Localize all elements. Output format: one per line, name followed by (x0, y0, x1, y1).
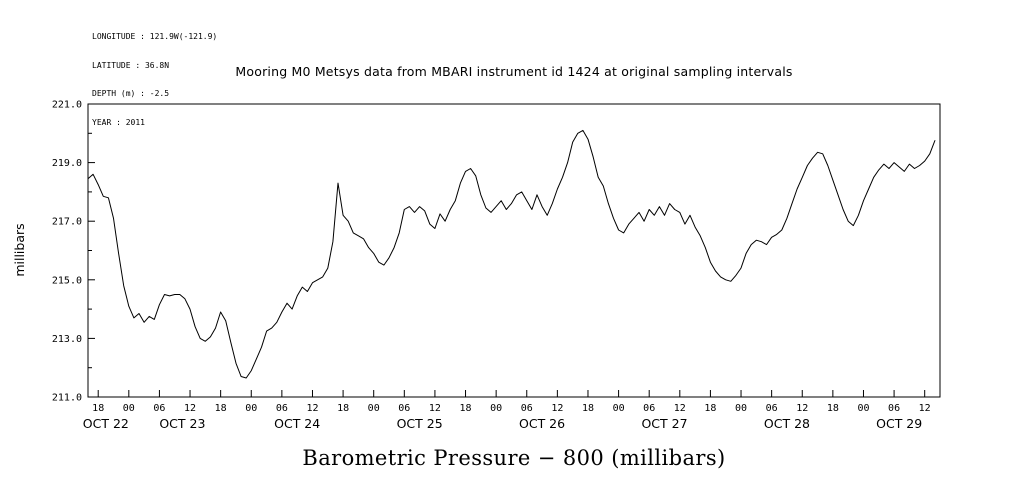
x-tick-label: 12 (919, 403, 931, 414)
metadata-block: LONGITUDE : 121.9W(-121.9) LATITUDE : 36… (92, 13, 217, 146)
x-tick-label: 12 (796, 403, 808, 414)
y-tick-label: 219.0 (52, 158, 82, 169)
x-tick-label: 18 (92, 403, 104, 414)
x-tick-label: 18 (215, 403, 227, 414)
y-tick-label: 211.0 (52, 393, 82, 404)
x-tick-label: 00 (490, 403, 502, 414)
x-day-label: OCT 28 (764, 416, 810, 431)
x-tick-label: 00 (368, 403, 380, 414)
x-tick-label: 12 (674, 403, 686, 414)
x-tick-label: 06 (643, 403, 655, 414)
pressure-line (87, 129, 936, 379)
x-tick-label: 18 (460, 403, 472, 414)
chart-title: Mooring M0 Metsys data from MBARI instru… (235, 64, 793, 79)
metadata-depth: DEPTH (m) : -2.5 (92, 89, 170, 98)
x-tick-label: 12 (551, 403, 563, 414)
x-tick-label: 06 (766, 403, 778, 414)
y-tick-label: 221.0 (52, 100, 82, 111)
x-tick-label: 00 (245, 403, 257, 414)
x-tick-label: 12 (429, 403, 441, 414)
x-day-label: OCT 22 (83, 416, 129, 431)
x-tick-label: 00 (735, 403, 747, 414)
x-day-label: OCT 26 (519, 416, 565, 431)
x-axis-title: Barometric Pressure − 800 (millibars) (302, 446, 726, 470)
x-tick-label: 18 (582, 403, 594, 414)
x-tick-label: 12 (184, 403, 196, 414)
x-day-label: OCT 24 (274, 416, 320, 431)
x-tick-label: 06 (398, 403, 410, 414)
x-tick-label: 00 (857, 403, 869, 414)
x-tick-label: 00 (123, 403, 135, 414)
x-tick-label: 06 (888, 403, 900, 414)
x-tick-label: 18 (827, 403, 839, 414)
metadata-year: YEAR : 2011 (92, 117, 145, 127)
x-day-label: OCT 25 (397, 416, 443, 431)
x-day-label: OCT 27 (641, 416, 687, 431)
x-day-label: OCT 23 (159, 416, 205, 431)
x-tick-label: 18 (337, 403, 349, 414)
x-tick-label: 06 (153, 403, 165, 414)
y-tick-label: 215.0 (52, 275, 82, 286)
x-day-label: OCT 29 (876, 416, 922, 431)
x-tick-label: 00 (613, 403, 625, 414)
x-tick-label: 12 (306, 403, 318, 414)
y-tick-label: 217.0 (52, 217, 82, 228)
x-tick-label: 18 (704, 403, 716, 414)
plot-frame (87, 103, 941, 398)
x-tick-label: 06 (276, 403, 288, 414)
x-tick-label: 06 (521, 403, 533, 414)
metadata-longitude: LONGITUDE : 121.9W(-121.9) (92, 32, 218, 41)
y-tick-label: 213.0 (52, 334, 82, 345)
metadata-latitude: LATITUDE : 36.8N (92, 60, 170, 70)
